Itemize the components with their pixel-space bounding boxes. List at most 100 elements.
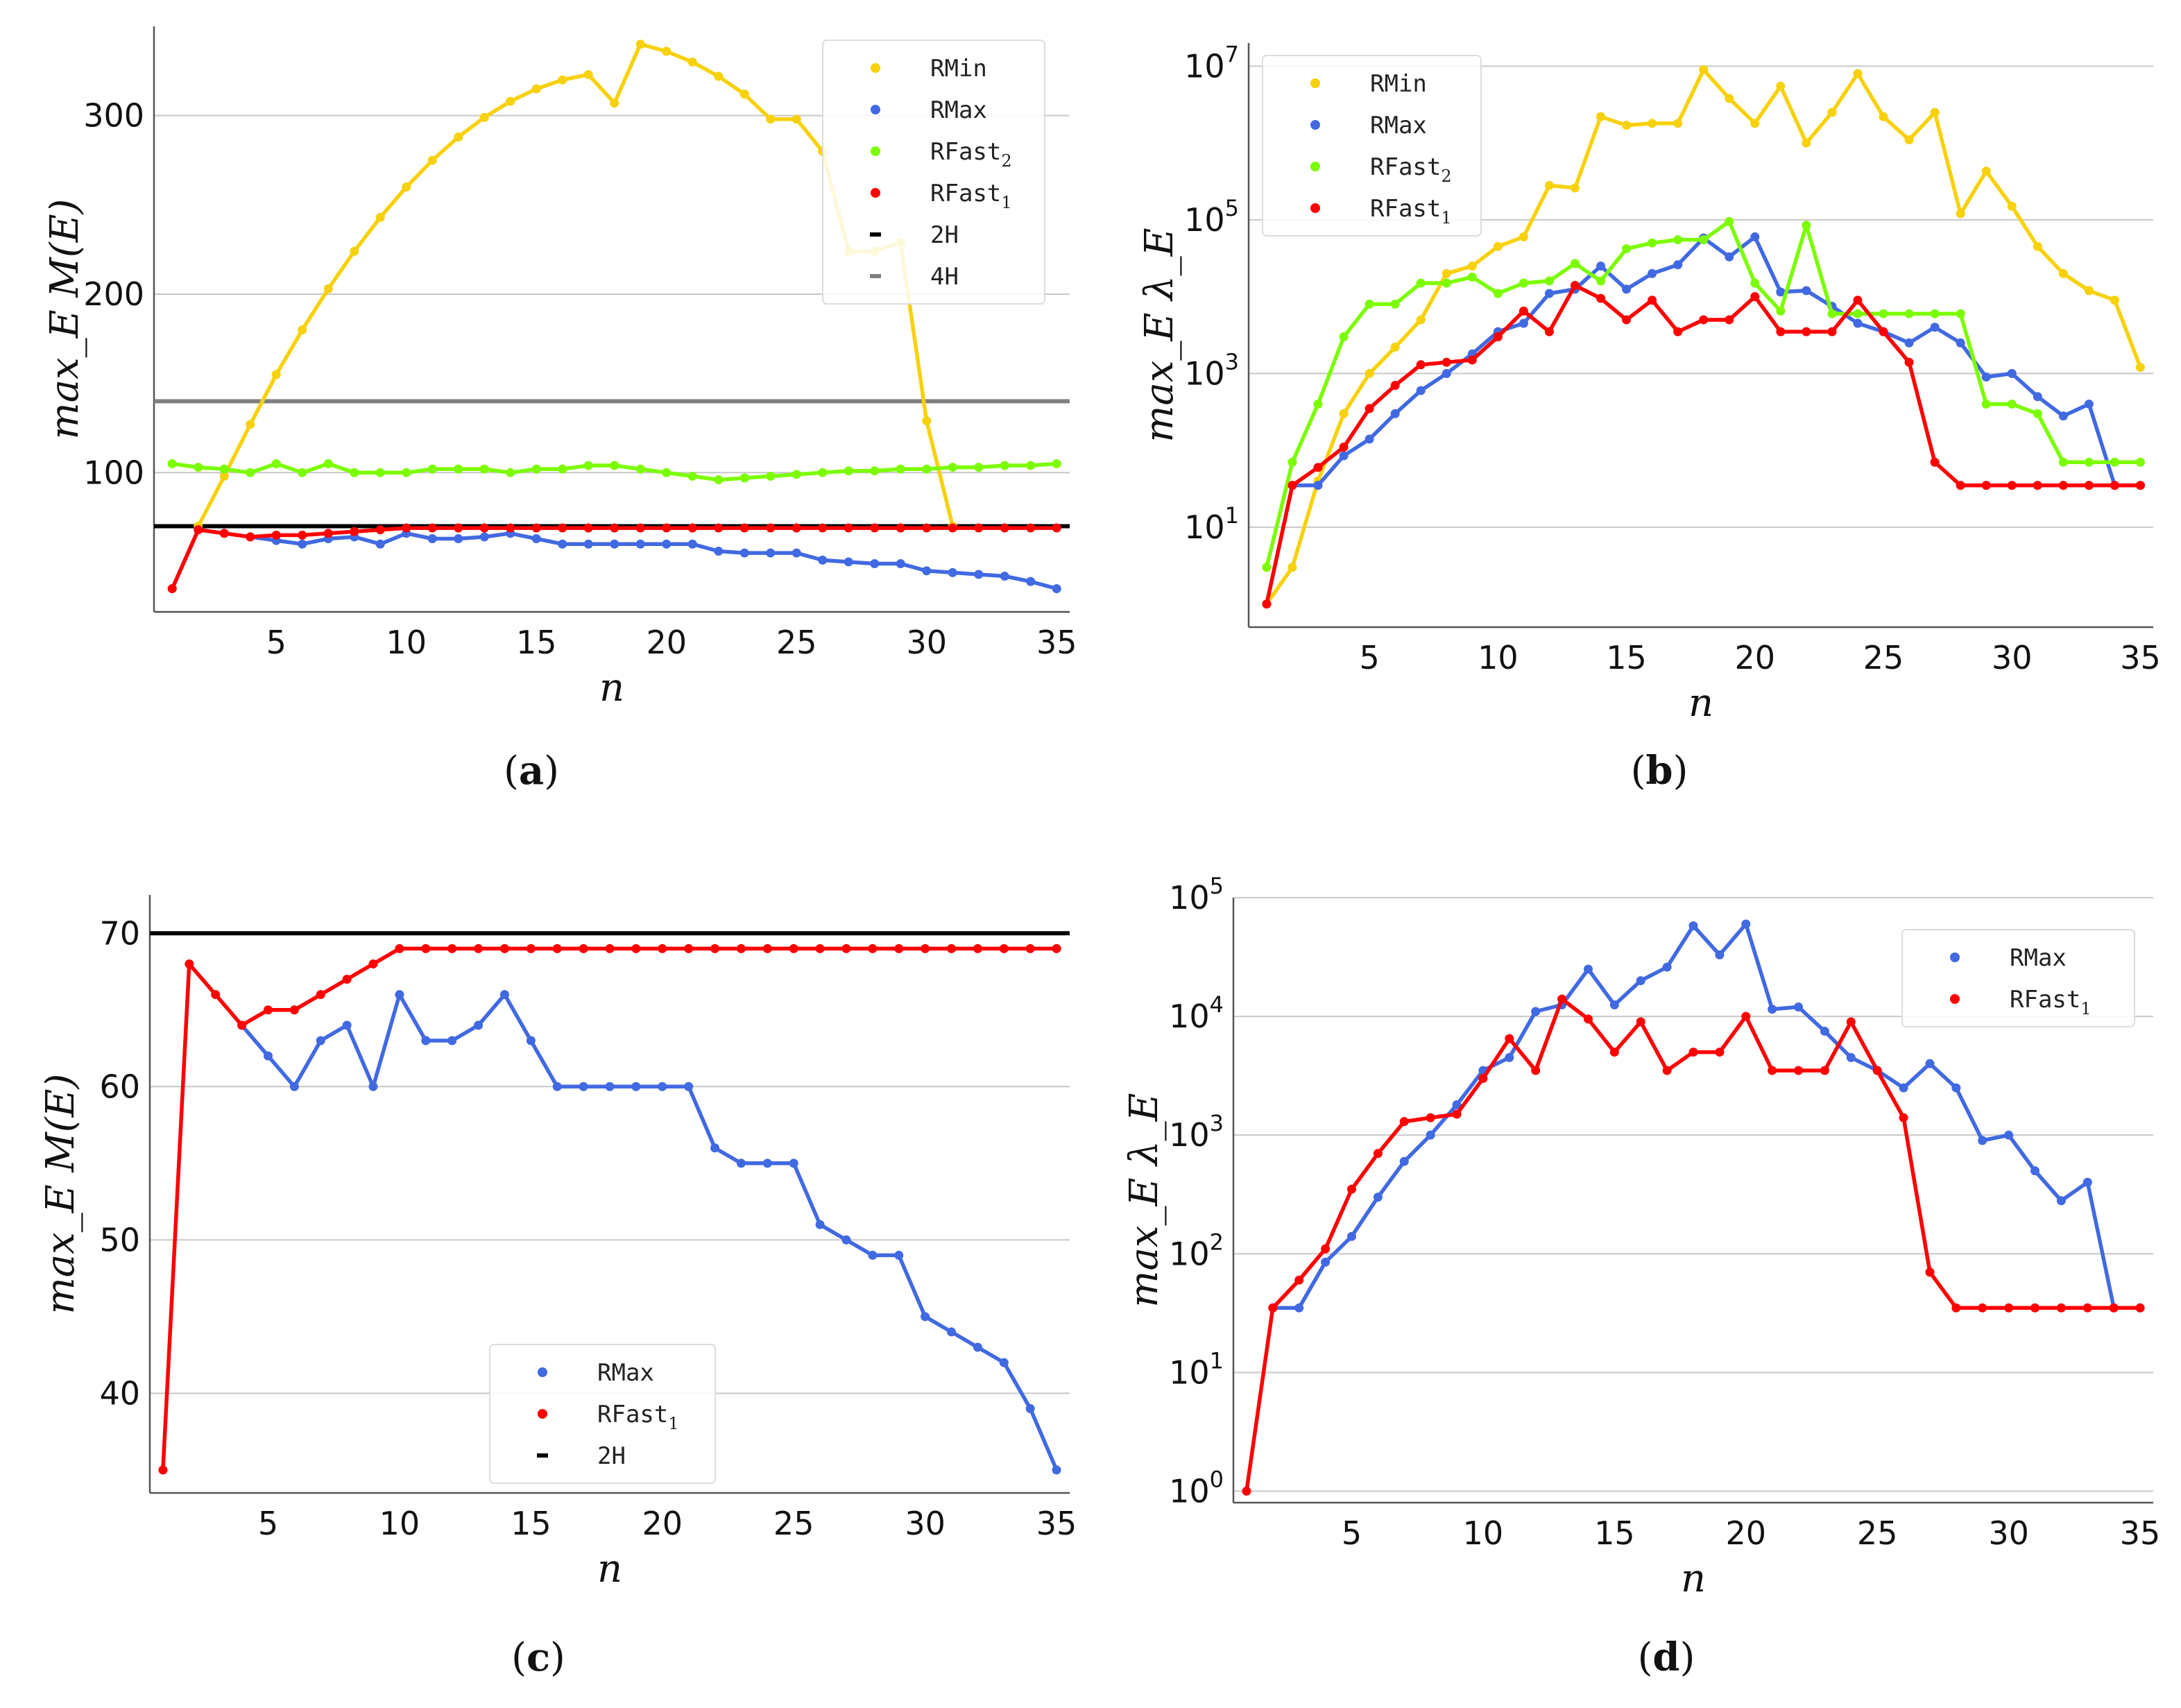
- data-point: [922, 464, 932, 474]
- data-point: [1321, 1244, 1331, 1254]
- data-point: [947, 943, 957, 953]
- data-point: [2007, 481, 2017, 490]
- data-point: [1519, 318, 1528, 328]
- data-point: [395, 943, 404, 953]
- data-point: [427, 523, 437, 533]
- data-point: [1596, 112, 1606, 121]
- data-point: [841, 1235, 851, 1245]
- x-tick-label: 25: [1857, 1514, 1898, 1552]
- data-point: [1519, 232, 1528, 241]
- data-point: [1026, 577, 1036, 586]
- data-point: [1725, 252, 1734, 262]
- x-tick-label: 10: [1463, 1514, 1504, 1552]
- data-point: [1956, 481, 1965, 490]
- data-point: [1925, 1267, 1935, 1277]
- x-tick-label: 20: [646, 624, 687, 661]
- legend: RMax RFast1: [1901, 929, 2135, 1027]
- x-tick-label: 10: [1478, 639, 1519, 676]
- data-point: [710, 1143, 720, 1153]
- data-point: [350, 468, 359, 477]
- data-point: [2007, 201, 2017, 211]
- x-tick-label: 30: [905, 1505, 946, 1542]
- data-point: [1294, 1303, 1304, 1313]
- data-point: [454, 464, 463, 474]
- data-point: [2004, 1303, 2014, 1313]
- legend-item-rmax: RMax: [1950, 944, 2067, 972]
- data-point: [1339, 332, 1349, 342]
- y-tick-label: 104: [1169, 991, 1224, 1035]
- data-point: [167, 584, 177, 594]
- data-point: [454, 523, 463, 533]
- legend-item-rmax: RMax: [538, 1359, 654, 1387]
- data-point: [375, 468, 385, 477]
- data-point: [736, 1159, 746, 1168]
- legend-marker: [1310, 162, 1320, 171]
- y-tick-label: 103: [1169, 1110, 1224, 1154]
- data-point: [1544, 327, 1554, 336]
- panel-label: (b): [1631, 748, 1688, 794]
- data-point: [1557, 994, 1567, 1004]
- panel-a: 100 200 300 5 10 15 20 25 30 35 n max_E M(E) RMin RMa…: [42, 26, 1077, 794]
- data-point: [237, 1020, 247, 1030]
- data-point: [896, 559, 905, 569]
- data-point: [1978, 1303, 1987, 1313]
- legend-label: 2H: [597, 1442, 626, 1470]
- data-point: [687, 57, 697, 67]
- data-point: [2007, 399, 2017, 409]
- data-point: [948, 523, 957, 533]
- legend: RMin RMax RFast2 RFast1: [1262, 55, 1482, 237]
- data-point: [1904, 357, 1914, 367]
- data-point: [526, 1036, 536, 1045]
- data-point: [1288, 563, 1297, 572]
- data-point: [1570, 259, 1580, 268]
- data-point: [2082, 1303, 2092, 1313]
- panel-label: (a): [504, 748, 559, 794]
- data-point: [558, 539, 567, 549]
- data-point: [1242, 1486, 1251, 1496]
- x-tick-label: 25: [1863, 639, 1904, 676]
- data-point: [610, 523, 619, 533]
- data-point: [1026, 461, 1036, 470]
- data-point: [1622, 244, 1632, 254]
- data-point: [1853, 296, 1863, 305]
- legend-marker: [871, 105, 880, 114]
- data-point: [1899, 1113, 1908, 1122]
- y-tick-label: 102: [1169, 1229, 1224, 1272]
- data-point: [1956, 309, 1965, 318]
- data-point: [421, 943, 431, 953]
- data-point: [2030, 1166, 2040, 1176]
- data-point: [2058, 481, 2068, 490]
- data-point: [610, 461, 619, 470]
- data-point: [948, 463, 957, 472]
- data-point: [2058, 411, 2068, 421]
- data-point: [552, 943, 562, 953]
- y-tick-label: 100: [1169, 1466, 1224, 1510]
- data-point: [375, 539, 385, 549]
- data-point: [896, 464, 905, 474]
- data-point: [1622, 121, 1632, 130]
- data-point: [271, 530, 281, 540]
- data-point: [1802, 221, 1811, 230]
- data-point: [246, 468, 255, 477]
- data-point: [474, 943, 484, 953]
- data-point: [1622, 284, 1632, 294]
- y-tick-label: 101: [1184, 502, 1239, 546]
- y-tick-label: 40: [99, 1374, 140, 1412]
- legend-marker: [871, 188, 880, 198]
- data-point: [999, 1358, 1009, 1367]
- data-point: [1636, 976, 1645, 986]
- data-point: [1390, 381, 1400, 391]
- y-axis-label: max_E M(E): [38, 1074, 83, 1315]
- series-rmin: [1262, 65, 2145, 609]
- y-axis-label: max_E λ_E: [1122, 1093, 1167, 1307]
- legend-item-rmax: RMax: [871, 96, 987, 124]
- data-point: [1776, 306, 1786, 316]
- data-point: [263, 1051, 273, 1061]
- legend-item-rfast2: RFast2: [1310, 153, 1452, 186]
- data-point: [662, 468, 672, 477]
- data-point: [1673, 260, 1683, 270]
- data-point: [402, 182, 411, 192]
- data-point: [1699, 315, 1709, 325]
- data-point: [1768, 1005, 1777, 1014]
